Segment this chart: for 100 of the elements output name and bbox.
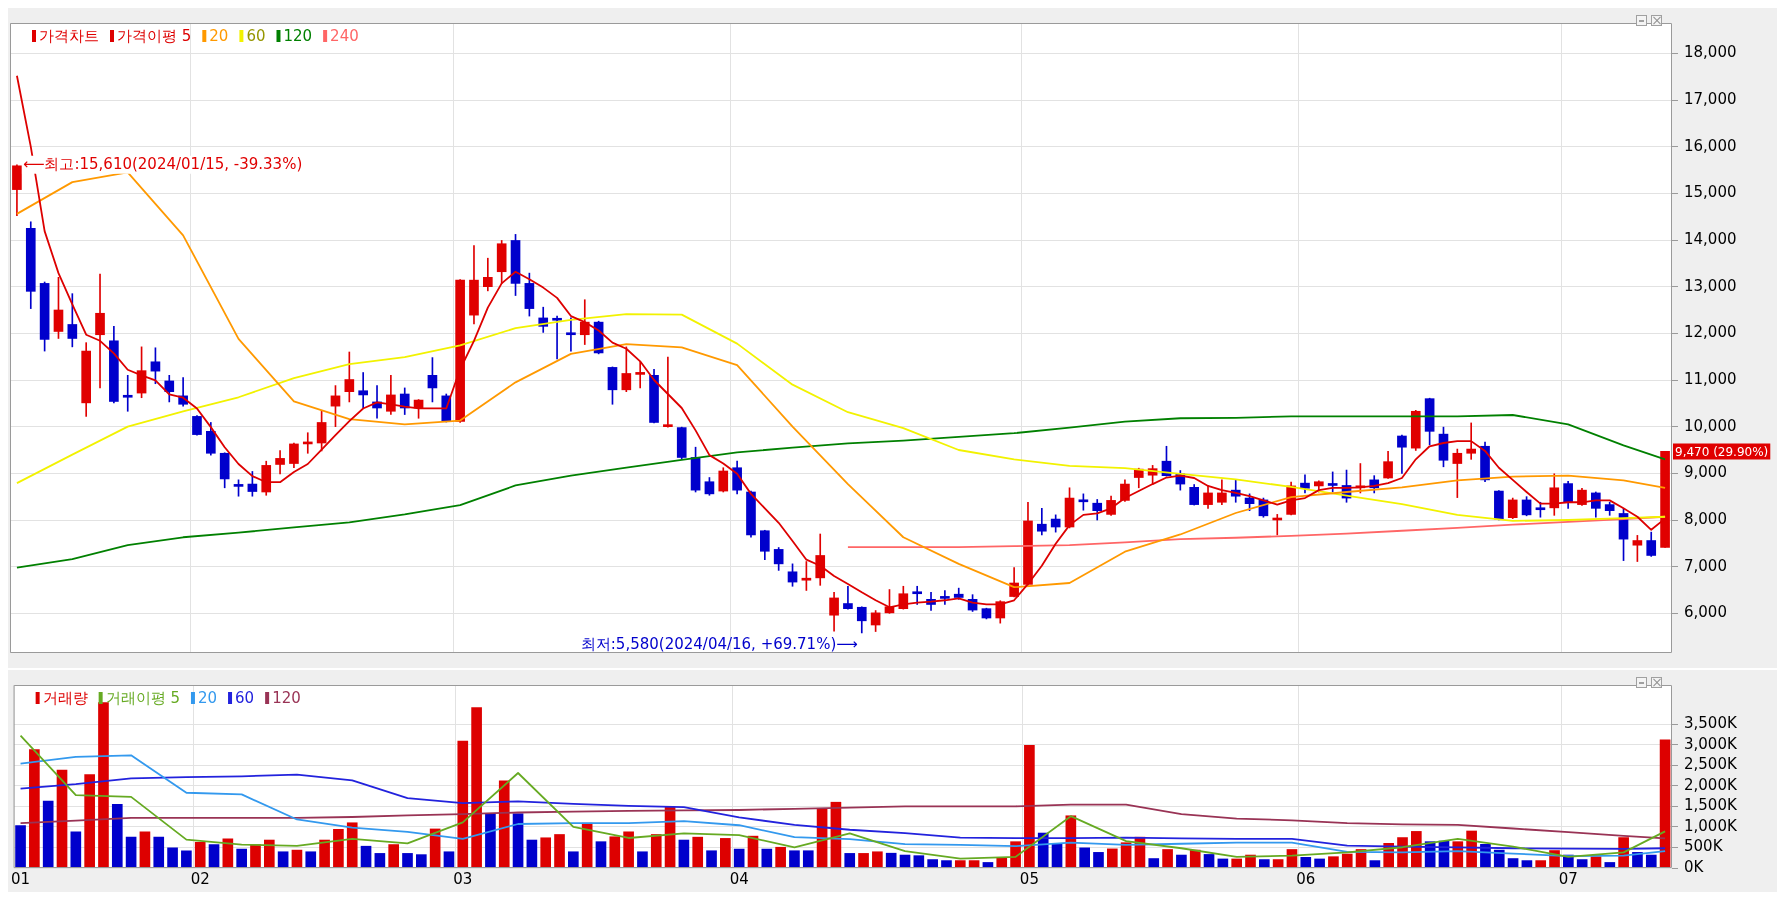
y-tick-label: 2,000K [1684, 775, 1738, 794]
bar [1604, 862, 1616, 868]
bar [1341, 853, 1353, 868]
x-tick-label: 04 [729, 869, 749, 888]
y-tick-label: 3,500K [1684, 713, 1738, 732]
bar [471, 707, 482, 868]
legend-label: 20 [197, 688, 218, 707]
bar [1535, 860, 1547, 868]
bar [609, 836, 621, 868]
candlestick [566, 317, 576, 352]
bar [388, 844, 400, 868]
bar [720, 838, 731, 868]
y-tick-label: 17,000 [1684, 89, 1737, 108]
bar [15, 825, 26, 868]
bar [139, 831, 151, 868]
y-tick-label: 7,000 [1684, 556, 1727, 575]
bar [1148, 858, 1160, 868]
bar [1024, 745, 1035, 868]
bar [678, 839, 690, 868]
x-tick-label: 01 [11, 869, 31, 888]
bar [181, 850, 192, 868]
bar [650, 834, 662, 868]
y-tick-label: 1,000K [1684, 816, 1738, 835]
legend-label: 거래이평 5 [105, 688, 180, 707]
text: 9,470 (29.90%) [1675, 444, 1769, 459]
y-tick-label: 6,000 [1684, 603, 1727, 622]
bar [153, 836, 165, 868]
bar [885, 852, 897, 868]
legend-label: 120 [272, 688, 301, 707]
bar [263, 839, 275, 868]
y-tick-label: 12,000 [1684, 323, 1737, 342]
candlestick [122, 375, 133, 412]
bar [858, 853, 869, 868]
x-tick-label: 07 [1558, 869, 1578, 888]
legend-label: 240 [330, 26, 359, 45]
x-tick-label: 06 [1296, 869, 1316, 888]
bar [250, 844, 261, 868]
bar [1300, 856, 1312, 868]
bar [346, 822, 358, 868]
annotation: 최저:5,580(2024/04/16, +69.71%)⟶ [580, 634, 858, 653]
y-tick-label: 18,000 [1684, 43, 1737, 62]
bar [42, 800, 54, 868]
y-tick-label: 0K [1684, 857, 1705, 876]
bar [927, 859, 938, 868]
bar [761, 848, 773, 868]
legend-label: 20 [209, 26, 229, 45]
bar [443, 851, 455, 868]
bar [236, 848, 247, 868]
y-tick-label: 14,000 [1684, 229, 1737, 248]
bar [1328, 856, 1339, 868]
y-tick-label: 16,000 [1684, 136, 1737, 155]
bar [1645, 854, 1657, 868]
x-tick-label: 03 [453, 869, 473, 888]
bar [554, 834, 565, 868]
bar [706, 850, 717, 868]
bar [1576, 859, 1588, 868]
y-tick-label: 15,000 [1684, 183, 1737, 202]
bar [1079, 847, 1090, 868]
x-tick-label: 02 [190, 869, 210, 888]
bar [775, 846, 786, 868]
bar [70, 831, 82, 868]
bar [526, 839, 538, 868]
bar [208, 844, 220, 868]
y-tick-label: 13,000 [1684, 276, 1737, 295]
bar [913, 855, 925, 868]
y-tick-label: 9,000 [1684, 463, 1727, 482]
candlestick [663, 356, 673, 428]
bar [305, 851, 317, 868]
legend-label: 가격이평 5 [117, 26, 192, 45]
y-tick-label: 3,000K [1684, 734, 1738, 753]
bar [1093, 852, 1104, 868]
bar [692, 836, 704, 868]
bar [1314, 858, 1325, 868]
bar [802, 850, 814, 868]
bar [277, 851, 289, 868]
bar [319, 839, 330, 868]
bar [194, 841, 206, 868]
candlestick [552, 315, 562, 360]
bar [1176, 854, 1187, 868]
y-tick-label: 8,000 [1684, 509, 1727, 528]
bar [360, 845, 372, 868]
y-tick-label: 1,500K [1684, 796, 1738, 815]
y-tick-label: 11,000 [1684, 369, 1737, 388]
bar [1258, 859, 1270, 868]
bar [111, 803, 123, 868]
candlestick [95, 273, 105, 389]
legend-label: 거래량 [42, 688, 88, 707]
bar [98, 702, 109, 868]
y-tick-label: 2,500K [1684, 755, 1738, 774]
bar [844, 853, 856, 868]
bar [125, 836, 137, 868]
y-tick-label: 10,000 [1684, 416, 1737, 435]
bar [333, 829, 344, 868]
candlestick [358, 372, 369, 409]
bar [167, 847, 178, 868]
bar [996, 857, 1008, 868]
candlestick [1466, 422, 1477, 460]
bar [540, 837, 552, 868]
bar [595, 841, 607, 868]
bar [1162, 849, 1173, 868]
